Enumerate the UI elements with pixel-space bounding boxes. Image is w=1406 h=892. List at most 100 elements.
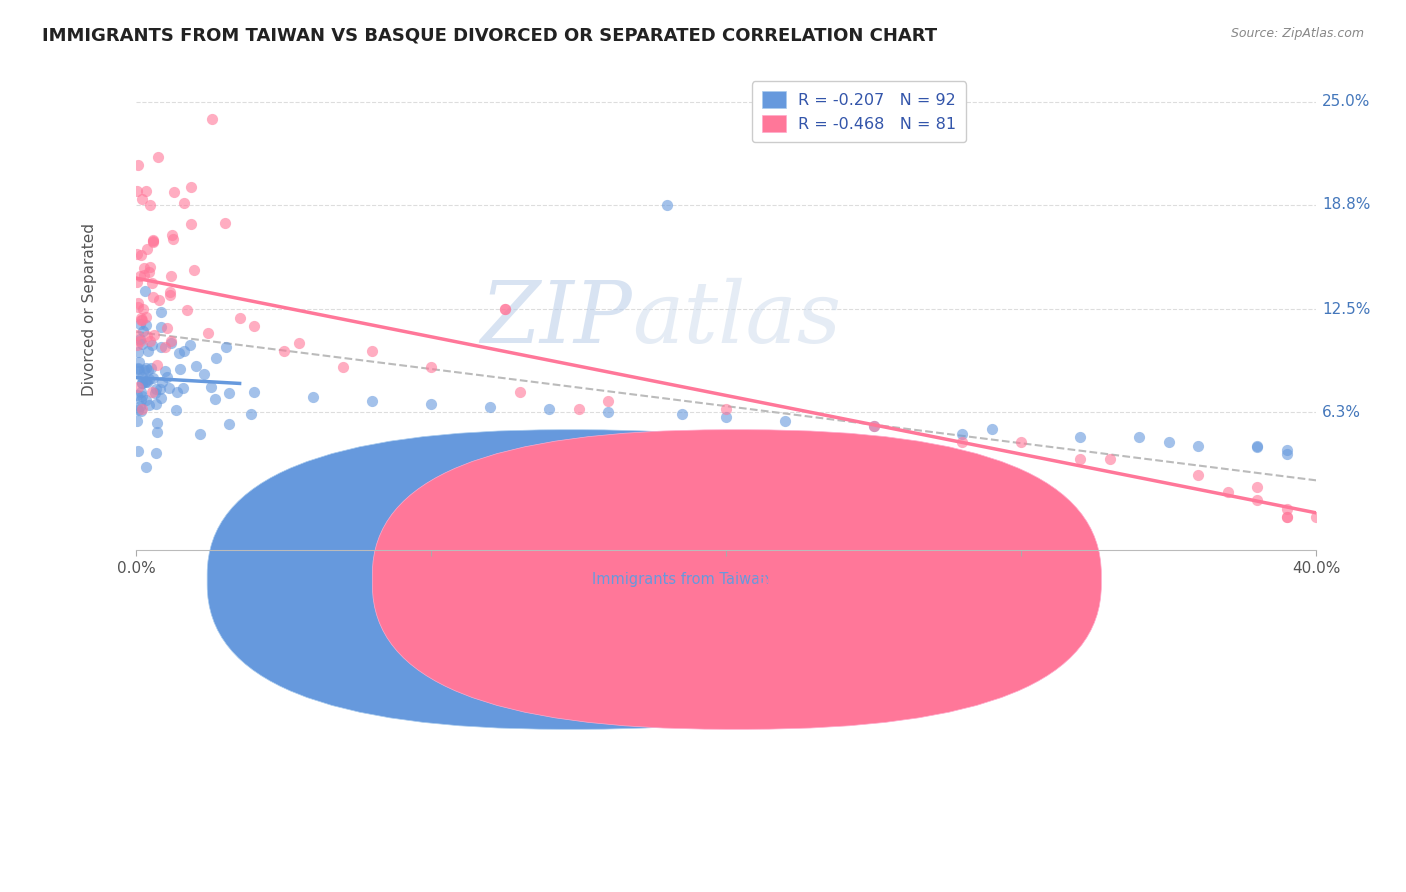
- Point: [148, 293, 170, 308]
- Point: [156, 321, 179, 335]
- Point: [135, 393, 157, 408]
- Point: [716, 401, 738, 416]
- Point: [131, 310, 153, 325]
- Point: [166, 384, 188, 399]
- Point: [479, 401, 502, 415]
- Point: [132, 261, 155, 276]
- Point: [145, 397, 167, 411]
- Point: [132, 268, 155, 282]
- Point: [361, 393, 384, 408]
- Point: [1275, 443, 1298, 458]
- Text: 6.3%: 6.3%: [1322, 405, 1361, 420]
- Point: [129, 317, 152, 331]
- Point: [302, 390, 325, 404]
- Point: [159, 288, 181, 302]
- Text: Divorced or Separated: Divorced or Separated: [82, 223, 97, 396]
- Point: [228, 310, 250, 325]
- Point: [129, 248, 152, 262]
- Point: [146, 425, 169, 440]
- Point: [129, 313, 152, 327]
- Point: [1275, 510, 1298, 524]
- Point: [657, 197, 679, 211]
- Point: [205, 351, 228, 366]
- Point: [1187, 438, 1209, 452]
- Point: [169, 361, 191, 376]
- Point: [287, 335, 309, 350]
- Point: [1275, 447, 1298, 461]
- Point: [162, 227, 184, 242]
- Point: [132, 301, 155, 316]
- Point: [127, 388, 149, 402]
- Point: [142, 327, 165, 342]
- Point: [1187, 468, 1209, 483]
- Point: [180, 180, 202, 194]
- Point: [138, 343, 160, 358]
- Point: [1069, 430, 1091, 444]
- Point: [420, 360, 443, 375]
- Point: [129, 332, 152, 346]
- Point: [1157, 435, 1180, 450]
- Point: [135, 460, 157, 475]
- Point: [509, 385, 531, 400]
- Point: [127, 296, 149, 310]
- Point: [127, 158, 149, 172]
- Point: [568, 401, 591, 416]
- Point: [773, 414, 796, 428]
- Point: [169, 346, 191, 360]
- Point: [1275, 501, 1298, 516]
- Point: [243, 385, 266, 400]
- Point: [134, 284, 156, 298]
- Point: [671, 407, 693, 421]
- Point: [136, 362, 159, 376]
- Point: [127, 338, 149, 352]
- Text: 25.0%: 25.0%: [1322, 95, 1371, 109]
- Point: [1275, 510, 1298, 524]
- Point: [125, 247, 148, 261]
- Point: [128, 355, 150, 369]
- Point: [141, 360, 163, 375]
- Point: [176, 302, 198, 317]
- Point: [139, 260, 162, 275]
- Point: [127, 344, 149, 359]
- Point: [980, 422, 1002, 436]
- Point: [200, 379, 222, 393]
- Text: Basques: Basques: [756, 572, 818, 587]
- Point: [141, 370, 163, 384]
- Point: [273, 343, 295, 358]
- Point: [160, 334, 183, 348]
- Point: [128, 400, 150, 414]
- Point: [128, 334, 150, 348]
- Point: [179, 338, 201, 352]
- Point: [1246, 440, 1268, 454]
- Point: [215, 340, 238, 354]
- Point: [173, 344, 195, 359]
- Point: [127, 403, 149, 417]
- Point: [214, 215, 236, 229]
- Point: [149, 382, 172, 396]
- Point: [129, 404, 152, 418]
- Point: [145, 382, 167, 396]
- Point: [139, 198, 162, 212]
- Point: [142, 234, 165, 248]
- Point: [128, 364, 150, 378]
- Point: [135, 360, 157, 375]
- Point: [162, 185, 184, 199]
- Point: [361, 343, 384, 358]
- Text: 18.8%: 18.8%: [1322, 197, 1371, 212]
- Point: [1216, 485, 1239, 500]
- Point: [146, 150, 169, 164]
- Point: [172, 381, 194, 395]
- Point: [138, 371, 160, 385]
- Point: [127, 301, 149, 315]
- Point: [218, 386, 240, 401]
- Point: [716, 410, 738, 425]
- Point: [127, 275, 149, 289]
- Text: IMMIGRANTS FROM TAIWAN VS BASQUE DIVORCED OR SEPARATED CORRELATION CHART: IMMIGRANTS FROM TAIWAN VS BASQUE DIVORCE…: [42, 27, 938, 45]
- Point: [131, 376, 153, 391]
- Point: [139, 334, 162, 348]
- Point: [150, 319, 173, 334]
- Point: [1098, 451, 1121, 466]
- Point: [1069, 451, 1091, 466]
- Point: [141, 384, 163, 399]
- Point: [125, 328, 148, 343]
